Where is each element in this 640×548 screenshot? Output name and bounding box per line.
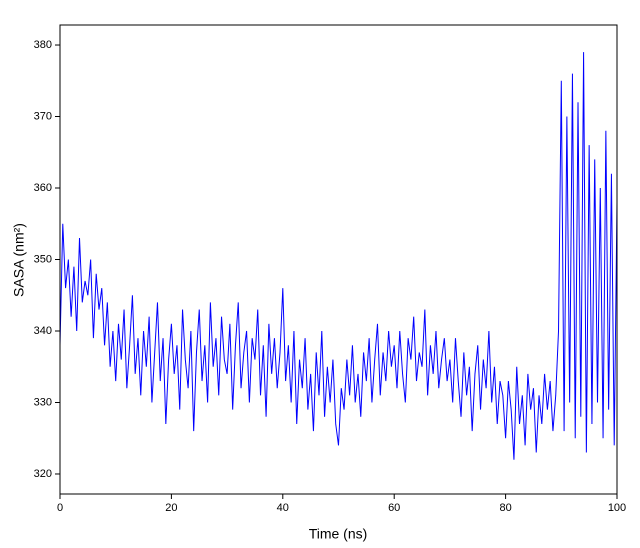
y-axis-label: SASA (nm²) [11, 223, 27, 297]
x-tick-label: 60 [388, 502, 400, 514]
x-tick-label: 40 [277, 502, 289, 514]
x-tick-label: 20 [165, 502, 177, 514]
y-tick-label: 320 [34, 468, 52, 480]
y-tick-label: 380 [34, 39, 52, 51]
plot-frame [59, 24, 618, 495]
x-tick-label: 100 [608, 502, 626, 514]
data-line [59, 52, 618, 460]
x-axis-label: Time (ns) [309, 526, 368, 542]
y-tick-label: 370 [34, 110, 52, 122]
x-tick-label: 80 [499, 502, 511, 514]
y-tick-label: 330 [34, 396, 52, 408]
y-tick-label: 360 [34, 182, 52, 194]
y-tick-label: 350 [34, 253, 52, 265]
y-tick-label: 340 [34, 325, 52, 337]
x-tick-label: 0 [57, 502, 63, 514]
